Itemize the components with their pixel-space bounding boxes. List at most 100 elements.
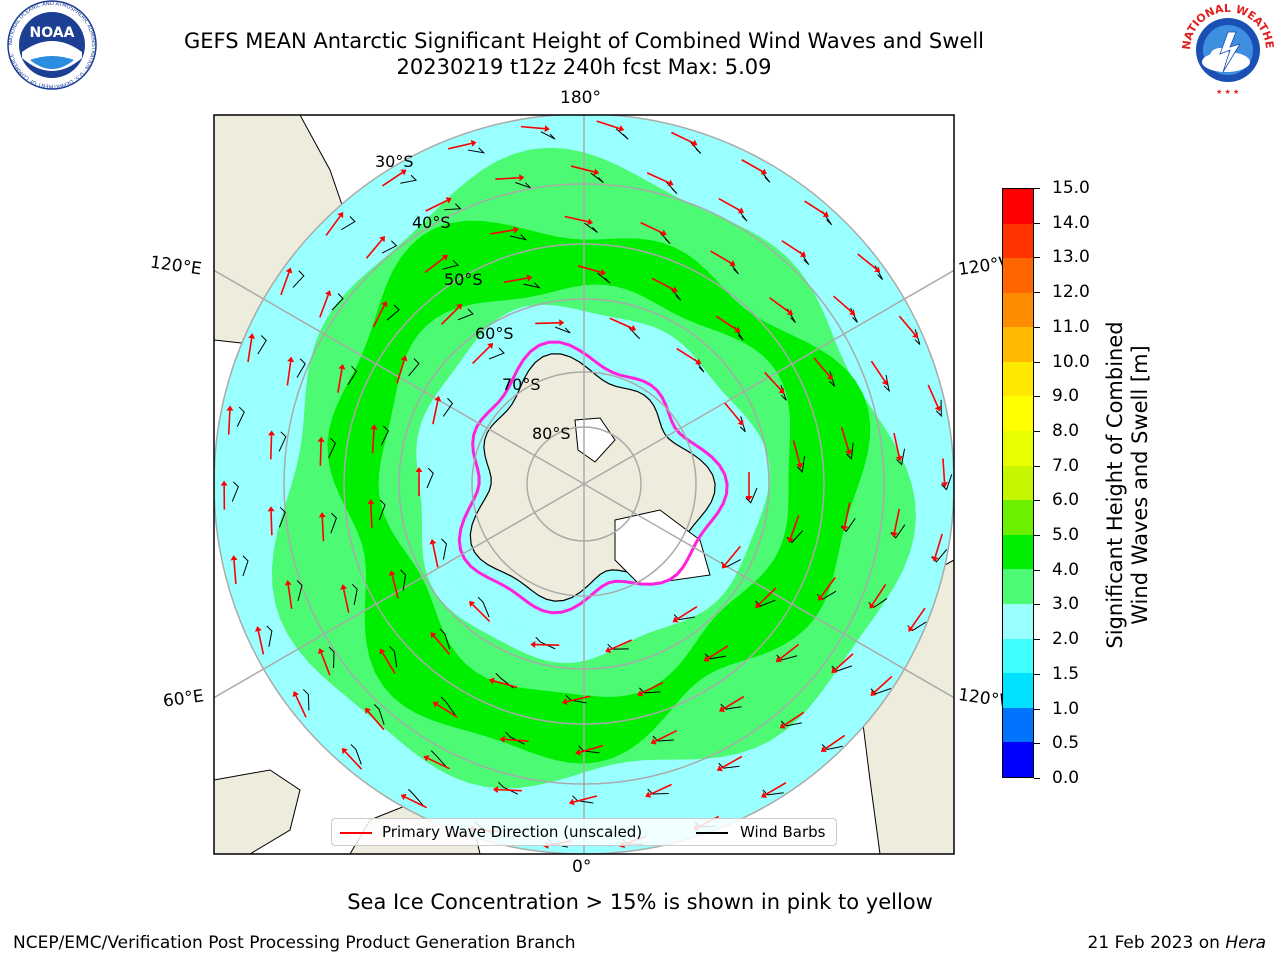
wave-arrowhead (831, 667, 838, 674)
wind-barb (498, 781, 519, 795)
wave-arrow (247, 338, 253, 363)
wave-arrow (804, 200, 826, 215)
wave-arrow (910, 607, 926, 629)
wave-arrowhead (379, 236, 386, 243)
wave-arrow (497, 788, 522, 792)
wave-arrow (898, 315, 916, 335)
wave-arrowhead (737, 207, 745, 214)
wave-arrow (391, 574, 399, 599)
wave-arrow (269, 435, 273, 460)
wind-barb (628, 326, 640, 340)
colorbar-swatch (1003, 604, 1033, 639)
wind-barb (442, 259, 459, 270)
wave-arrow (342, 588, 350, 613)
meridian-line (583, 269, 954, 485)
wave-arrow (676, 605, 698, 621)
ross-ice-shelf (574, 417, 616, 463)
meridian-line (583, 483, 954, 699)
wave-arrow (504, 738, 529, 743)
lat-label-50s: 50°S (444, 270, 483, 289)
wave-arrowhead (934, 405, 942, 412)
wind-barb (328, 437, 337, 458)
colorbar-tick-mark (1034, 292, 1040, 294)
wave-arrowhead (318, 512, 326, 518)
wave-arrowhead (672, 616, 679, 623)
wave-arrow (319, 294, 329, 318)
wave-arrow (834, 653, 854, 671)
wave-arrow (741, 159, 763, 173)
wave-arrowhead (618, 125, 625, 132)
wind-barb (380, 425, 389, 446)
wave-arrow (758, 587, 777, 606)
wind-barb (350, 744, 362, 765)
wave-arrow (671, 131, 694, 144)
colorbar-tick-mark (1034, 569, 1040, 571)
colorbar-swatch (1003, 327, 1033, 362)
wave-arrowhead (248, 333, 256, 339)
wave-arrowhead (691, 139, 698, 146)
colorbar-tick-label: 4.0 (1052, 559, 1080, 580)
wave-arrow (783, 711, 805, 727)
colorbar-swatch (1003, 396, 1033, 432)
wave-arrowhead (716, 765, 723, 772)
wave-arrowhead (575, 748, 581, 756)
wave-arrowhead (796, 462, 804, 469)
wave-arrowhead (718, 705, 726, 712)
wave-arrow (570, 165, 595, 173)
wave-arrow (321, 517, 325, 542)
wind-barb (408, 788, 425, 807)
noaa-logo-icon: NOAA NATIONAL OCEANIC AND ATMOSPHERIC AD… (7, 0, 97, 90)
wave-arrowhead (430, 632, 437, 639)
wave-arrow (337, 368, 343, 393)
wave-arrow (609, 317, 632, 329)
wave-arrowhead (818, 594, 824, 601)
wave-arrow (319, 441, 322, 466)
wave-arrowhead (292, 691, 300, 698)
wind-barb (408, 358, 420, 377)
colorbar-tick-mark (1034, 673, 1040, 675)
wave-arrowhead (605, 646, 612, 653)
wave-arrow (873, 675, 893, 694)
wind-barb (510, 234, 528, 241)
wave-arrow (257, 630, 265, 655)
wave-arrow (722, 695, 745, 710)
nws-logo-icon: NATIONAL WEATHER SERVICE ★ ★ ★ (1176, 0, 1276, 96)
wave-arrowhead (845, 449, 852, 456)
wave-arrowhead (561, 698, 568, 706)
wave-arrowhead (230, 555, 238, 561)
wave-arrowhead (268, 430, 276, 436)
wave-arrowhead (779, 722, 786, 729)
colorbar-tick-label: 2.0 (1052, 629, 1080, 650)
wind-barb (477, 596, 490, 618)
colorbar-tick-label: 1.0 (1052, 698, 1080, 719)
wave-arrow (433, 635, 451, 655)
wave-arrow (424, 257, 445, 274)
wave-arrow (286, 361, 292, 386)
wind-barb (555, 326, 571, 334)
wave-arrowhead (778, 387, 785, 394)
colorbar-tick-label: 0.5 (1052, 733, 1080, 754)
wave-arrow (893, 508, 901, 533)
wind-barb (441, 538, 447, 560)
wave-arrowhead (379, 648, 386, 655)
wind-barb (328, 646, 335, 669)
wave-arrow (710, 250, 732, 264)
wind-barb (278, 506, 286, 528)
wave-arrowhead (593, 168, 600, 176)
wave-arrow (724, 545, 741, 566)
wave-arrow (893, 432, 900, 457)
wave-arrowhead (220, 480, 228, 486)
wave-arrowhead (721, 562, 728, 569)
wind-barb (523, 282, 541, 289)
wave-arrowhead (822, 211, 829, 218)
wave-arrowhead (381, 301, 388, 308)
wave-arrowhead (415, 467, 423, 472)
wave-arrow (270, 511, 273, 536)
wind-barb (704, 653, 727, 660)
lat-label-40s: 40°S (412, 213, 451, 232)
wave-arrow (440, 306, 460, 325)
colorbar-tick-label: 7.0 (1052, 455, 1080, 476)
wave-arrowhead (470, 139, 477, 147)
wind-barb (457, 308, 474, 321)
wave-arrow (649, 783, 672, 796)
